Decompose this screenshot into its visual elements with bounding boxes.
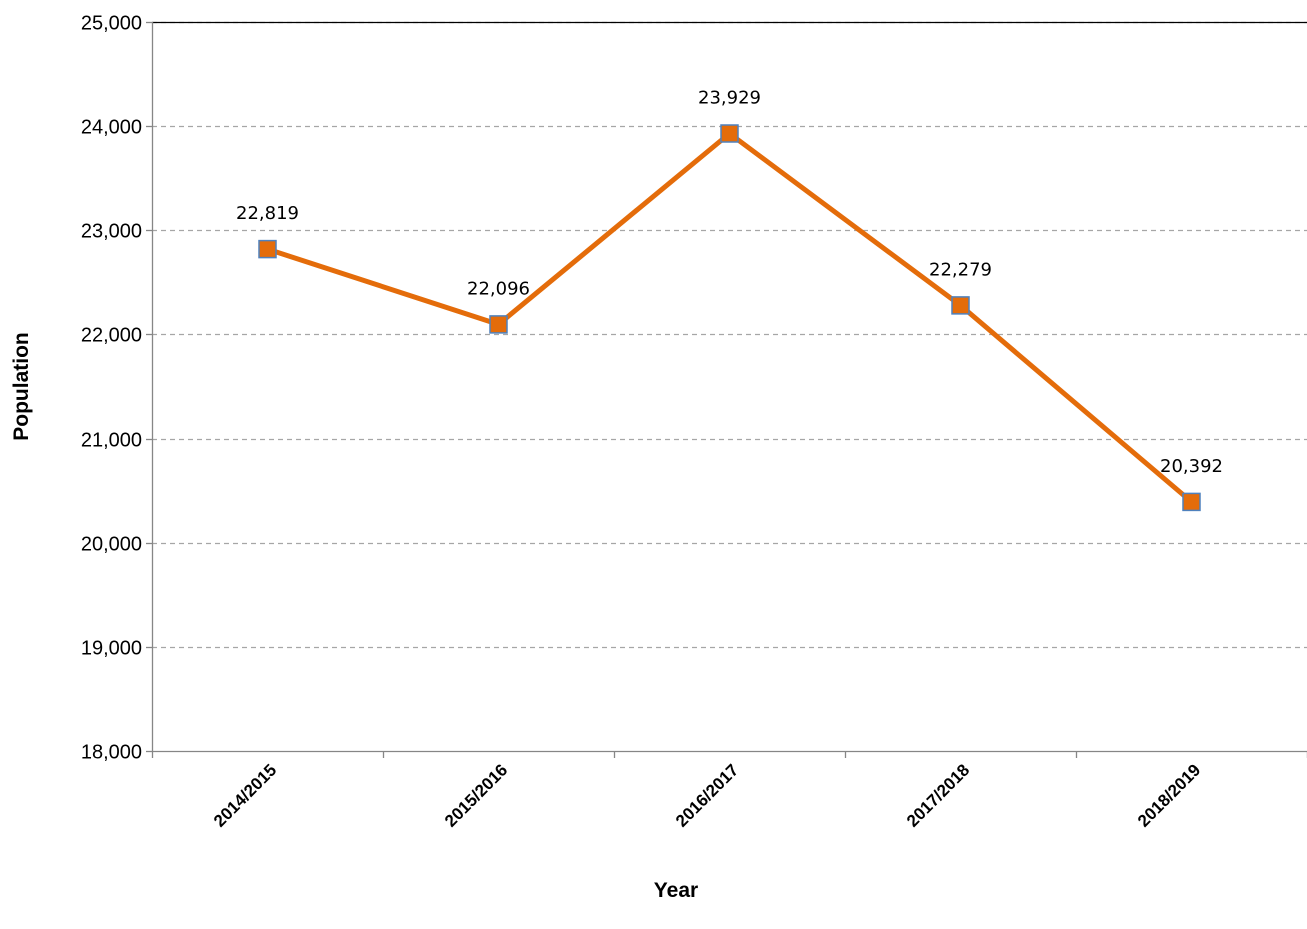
data-label: 22,819 <box>236 203 299 224</box>
y-tick-label: 21,000 <box>81 430 142 452</box>
y-axis-ticks: 18,000 19,000 20,000 21,000 22,000 23,000 24,0… <box>81 13 152 764</box>
data-point-marker <box>951 296 970 315</box>
series-line <box>265 131 1194 505</box>
y-tick-label: 18,000 <box>81 742 142 764</box>
x-tick-label: 2017/2018 <box>903 760 973 830</box>
y-tick-label: 25,000 <box>81 13 142 35</box>
y-tick-label: 20,000 <box>81 534 142 556</box>
y-tick-label: 22,000 <box>81 325 142 347</box>
series-population <box>258 124 1201 512</box>
data-point-marker <box>1182 492 1201 512</box>
y-tick-label: 24,000 <box>81 117 142 139</box>
y-tick-label: 19,000 <box>81 638 142 660</box>
x-tick-label: 2015/2016 <box>441 760 511 830</box>
x-tick-label: 2018/2019 <box>1134 760 1204 830</box>
gridlines <box>152 21 1307 649</box>
data-point-marker <box>258 239 277 259</box>
y-axis-title: Population <box>10 332 33 441</box>
y-tick-label: 23,000 <box>81 221 142 243</box>
data-labels: 22,819 22,096 23,929 22,279 20,392 <box>236 88 1223 477</box>
data-label: 23,929 <box>698 88 761 109</box>
data-label: 20,392 <box>1160 456 1223 477</box>
x-tick-label: 2016/2017 <box>672 760 742 830</box>
data-point-marker <box>720 124 739 143</box>
data-label: 22,279 <box>929 259 992 280</box>
axes <box>151 21 1307 753</box>
x-axis-ticks: 2014/2015 2015/2016 2016/2017 2017/2018 2018… <box>151 751 1307 831</box>
data-point-marker <box>489 315 508 334</box>
x-axis-title: Year <box>654 879 698 902</box>
x-tick-label: 2014/2015 <box>210 760 280 830</box>
data-label: 22,096 <box>467 278 530 299</box>
